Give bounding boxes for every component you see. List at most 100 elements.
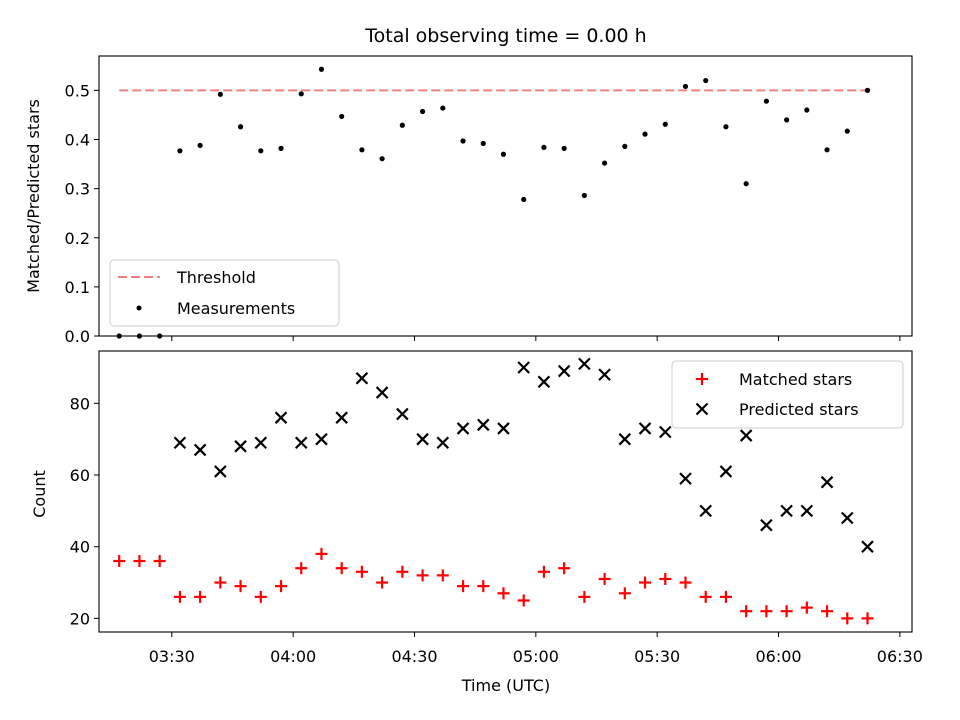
ratio-y-tick-label: 0.0 <box>65 327 90 346</box>
matched-point <box>376 576 389 589</box>
predicted-point <box>335 411 348 424</box>
measurement-point <box>622 143 628 149</box>
matched-point <box>254 590 267 603</box>
measurement-point <box>237 124 244 130</box>
matched-point <box>457 580 470 593</box>
x-tick-label: 06:00 <box>755 647 801 666</box>
matched-point <box>275 580 288 593</box>
matched-point <box>214 576 227 589</box>
predicted-point <box>173 436 187 450</box>
measurement-point <box>177 148 183 154</box>
predicted-point <box>739 429 753 442</box>
matched-point <box>841 612 854 625</box>
measurement-point <box>642 131 648 137</box>
measurement-point <box>682 83 689 90</box>
predicted-point <box>497 422 510 435</box>
predicted-point <box>800 504 814 518</box>
matched-point <box>436 569 449 582</box>
count-legend: Matched stars Predicted stars <box>671 360 904 429</box>
matched-point <box>618 587 631 600</box>
matched-point <box>679 576 692 589</box>
predicted-point <box>274 411 288 424</box>
x-tick-label: 05:30 <box>634 647 680 666</box>
matched-point <box>153 555 166 568</box>
ratio-y-tick-label: 0.5 <box>65 81 90 100</box>
legend-matched-swatch <box>696 373 708 385</box>
ratio-y-tick-label: 0.4 <box>65 131 90 150</box>
matched-point <box>598 572 611 585</box>
count-panel: Count Time (UTC) 20 40 60 80 03:30 04:00 04:3… <box>30 350 923 695</box>
count-y-tick-label: 40 <box>70 538 90 557</box>
measurement-point <box>824 147 830 153</box>
predicted-point <box>598 368 611 381</box>
measurement-point <box>480 140 486 147</box>
count-x-ticks: 03:30 04:00 04:30 05:00 05:30 06:00 06:30 <box>149 632 923 666</box>
ratio-x-ticks <box>171 336 901 341</box>
ratio-plot-frame <box>98 55 913 337</box>
legend-threshold-label: Threshold <box>176 268 256 287</box>
legend-x-marker <box>695 402 709 416</box>
measurement-point <box>662 121 668 127</box>
count-y-tick-label: 20 <box>70 609 90 628</box>
count-marks <box>113 357 874 625</box>
ratio-marks <box>116 66 871 339</box>
measurement-point <box>804 107 810 113</box>
matched-point <box>133 555 146 568</box>
ratio-legend-box <box>109 259 340 327</box>
ratio-y-tick-label: 0.2 <box>65 229 90 248</box>
count-y-axis-label: Count <box>30 470 49 518</box>
legend-measurements-swatch <box>136 305 142 311</box>
predicted-point <box>214 465 227 478</box>
matched-point <box>173 590 186 603</box>
measurement-point <box>784 117 790 123</box>
predicted-point <box>416 432 429 446</box>
matched-point <box>315 547 328 560</box>
matched-point <box>861 612 874 625</box>
measurement-point <box>703 77 709 84</box>
predicted-point <box>193 443 207 457</box>
matched-point <box>194 590 207 603</box>
matched-point <box>497 587 510 600</box>
measurement-point <box>521 196 527 203</box>
measurement-point <box>399 122 405 128</box>
matched-point <box>699 590 712 603</box>
matched-point <box>477 580 490 593</box>
matched-point <box>639 576 652 589</box>
measurement-point <box>581 192 587 199</box>
legend-matched-label: Matched stars <box>739 370 852 389</box>
predicted-point <box>820 475 834 489</box>
legend-plus-marker <box>696 373 708 385</box>
ratio-y-tick-label: 0.3 <box>65 180 90 199</box>
predicted-point <box>760 518 773 532</box>
predicted-point <box>557 364 571 378</box>
matched-point <box>780 605 793 618</box>
matched-point <box>821 605 834 618</box>
predicted-point <box>658 425 672 439</box>
measurement-point <box>258 148 264 154</box>
predicted-point <box>517 361 530 374</box>
legend-predicted-swatch <box>695 402 709 416</box>
measurement-point <box>743 181 749 187</box>
matched-point <box>355 565 368 578</box>
matched-point <box>295 562 308 575</box>
matched-point <box>760 605 773 618</box>
measurement-point <box>723 124 729 130</box>
measurement-point <box>844 128 850 134</box>
chart-title: Total observing time = 0.00 h <box>364 25 646 47</box>
x-tick-label: 03:30 <box>149 647 195 666</box>
matched-point <box>578 590 591 603</box>
matched-point <box>558 562 571 575</box>
measurement-point <box>601 160 608 166</box>
measurement-point <box>500 151 507 157</box>
predicted-point <box>638 422 652 435</box>
legend-measurements-label: Measurements <box>177 299 295 318</box>
x-tick-label: 04:30 <box>391 647 437 666</box>
x-tick-label: 04:00 <box>270 647 316 666</box>
matched-point <box>517 594 530 607</box>
measurement-point <box>359 147 365 153</box>
measurement-point <box>379 156 385 162</box>
measurement-point <box>419 108 426 115</box>
predicted-point <box>780 504 793 518</box>
count-plot-frame <box>98 350 913 633</box>
measurement-point <box>864 87 871 93</box>
